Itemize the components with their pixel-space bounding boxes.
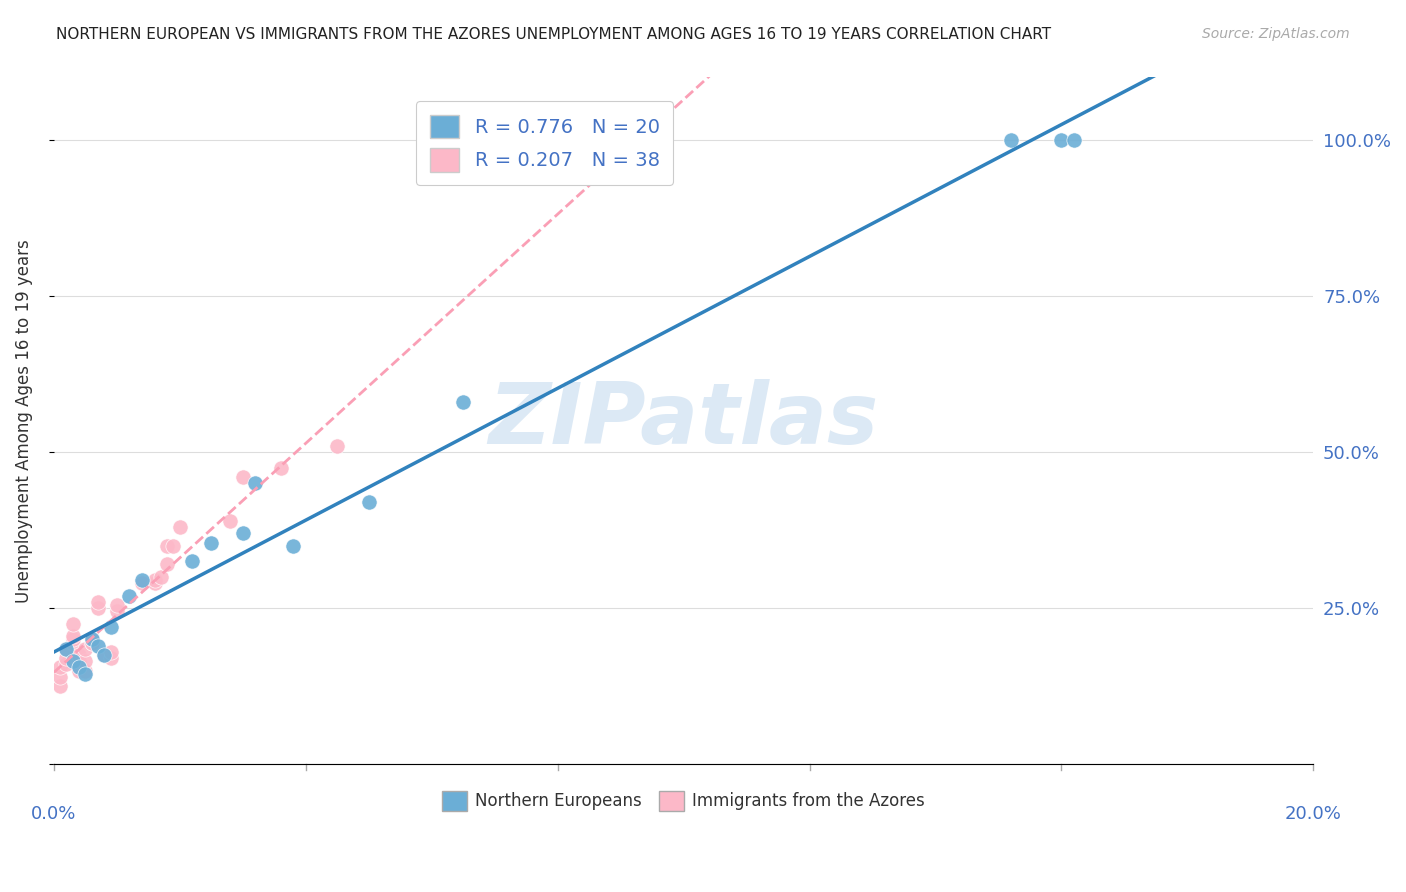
Point: [67, 660, 90, 674]
Point: [118, 589, 141, 603]
Point: [200, 535, 222, 549]
Point: [156, 558, 179, 572]
Point: [62, 635, 84, 649]
Point: [143, 576, 166, 591]
Point: [49, 670, 72, 684]
Point: [55, 641, 77, 656]
Point: [232, 470, 254, 484]
Point: [75, 641, 97, 656]
Point: [80, 635, 103, 649]
Point: [105, 598, 128, 612]
Point: [131, 576, 153, 591]
Point: [281, 539, 304, 553]
Point: [67, 664, 90, 678]
Point: [219, 514, 242, 528]
Point: [1000, 133, 1022, 147]
Point: [87, 595, 110, 609]
Point: [80, 635, 103, 649]
Point: [232, 526, 254, 541]
Point: [156, 539, 179, 553]
Point: [87, 639, 110, 653]
Point: [245, 476, 267, 491]
Point: [62, 632, 84, 647]
Text: 0.0%: 0.0%: [31, 805, 76, 823]
Point: [100, 645, 122, 659]
Point: [270, 460, 292, 475]
Point: [67, 648, 90, 662]
Point: [149, 570, 172, 584]
Point: [75, 654, 97, 668]
Point: [100, 651, 122, 665]
Point: [75, 664, 97, 678]
Point: [49, 679, 72, 693]
Point: [93, 648, 115, 662]
Point: [131, 573, 153, 587]
Point: [100, 620, 122, 634]
Legend: Northern Europeans, Immigrants from the Azores: Northern Europeans, Immigrants from the …: [436, 784, 932, 818]
Point: [62, 654, 84, 668]
Point: [67, 654, 90, 668]
Point: [357, 495, 380, 509]
Point: [143, 573, 166, 587]
Point: [62, 629, 84, 643]
Point: [1063, 133, 1085, 147]
Point: [105, 604, 128, 618]
Point: [451, 395, 474, 409]
Point: [55, 641, 77, 656]
Point: [80, 632, 103, 647]
Text: Source: ZipAtlas.com: Source: ZipAtlas.com: [1202, 27, 1350, 41]
Point: [169, 520, 191, 534]
Point: [49, 660, 72, 674]
Point: [75, 666, 97, 681]
Point: [62, 616, 84, 631]
Y-axis label: Unemployment Among Ages 16 to 19 years: Unemployment Among Ages 16 to 19 years: [15, 239, 32, 603]
Text: ZIPatlas: ZIPatlas: [488, 379, 879, 462]
Point: [87, 601, 110, 615]
Point: [55, 651, 77, 665]
Text: NORTHERN EUROPEAN VS IMMIGRANTS FROM THE AZORES UNEMPLOYMENT AMONG AGES 16 TO 19: NORTHERN EUROPEAN VS IMMIGRANTS FROM THE…: [56, 27, 1052, 42]
Point: [55, 657, 77, 672]
Point: [80, 632, 103, 647]
Point: [326, 439, 349, 453]
Point: [93, 648, 115, 662]
Text: 20.0%: 20.0%: [1285, 805, 1341, 823]
Point: [181, 554, 204, 568]
Point: [162, 539, 184, 553]
Point: [1050, 133, 1073, 147]
